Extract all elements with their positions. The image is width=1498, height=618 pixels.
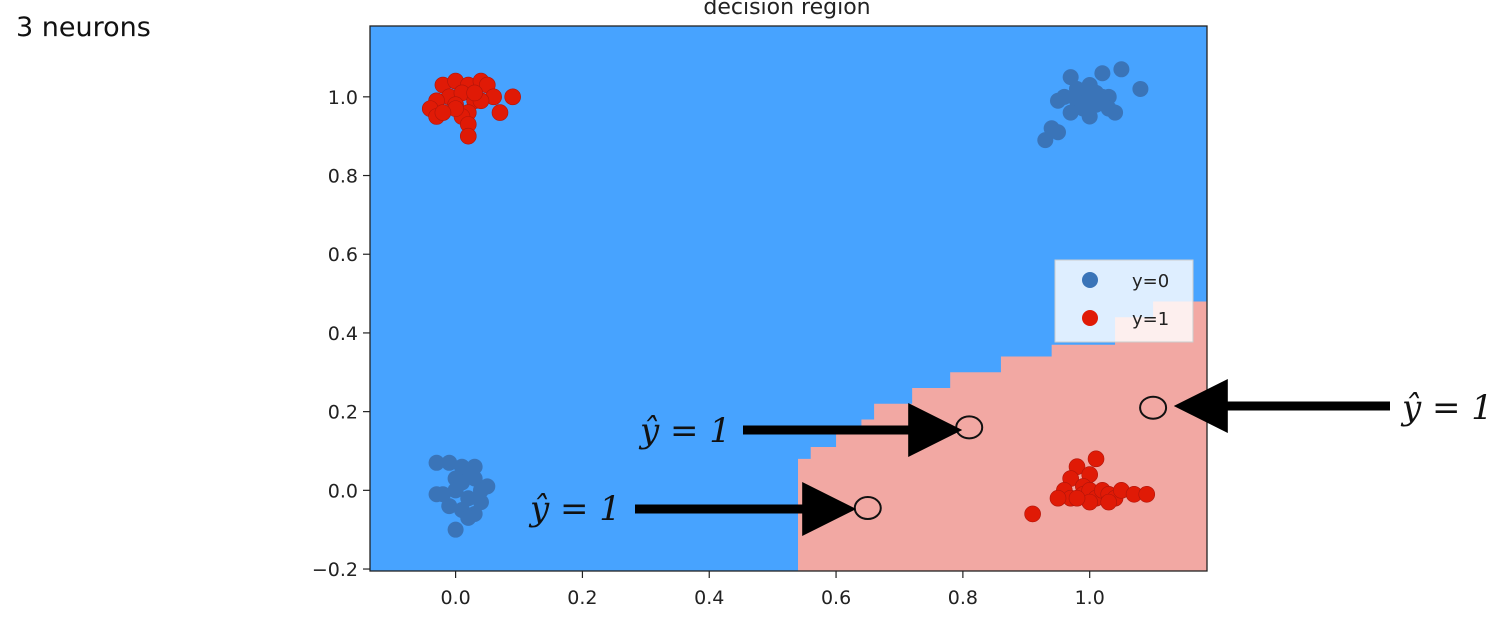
legend-marker-y0 (1082, 272, 1098, 288)
point-y1-38 (1138, 485, 1156, 503)
point-y0-12 (1081, 108, 1098, 125)
y-tick-label-4: 0.6 (328, 244, 358, 266)
point-y0-1 (1062, 69, 1079, 86)
point-y1-41 (1068, 489, 1086, 507)
y-tick-label-5: 0.8 (328, 166, 358, 188)
y-tick-label-6: 1.0 (328, 87, 358, 109)
y-tick-label-1: 0.0 (328, 480, 358, 502)
annotation-label-1: ŷ = 1 (528, 489, 621, 529)
chart-title: decision region (703, 0, 870, 20)
point-y0-0 (1094, 65, 1111, 82)
point-y1-43 (1024, 505, 1041, 523)
x-tick-label-2: 0.4 (694, 587, 724, 609)
point-y0-3 (1132, 80, 1149, 97)
x-tick-label-1: 0.2 (567, 587, 597, 609)
point-y0-11 (1062, 104, 1079, 121)
legend-marker-y1 (1082, 310, 1098, 326)
axes-frame (369, 25, 1208, 572)
point-y1-39 (1100, 493, 1118, 511)
y-tick-label-3: 0.4 (328, 323, 358, 345)
point-y0-36 (441, 498, 458, 515)
y-tick-label-2: 0.2 (328, 402, 358, 424)
point-y1-16 (491, 104, 509, 121)
point-y0-34 (472, 494, 489, 511)
point-y0-38 (460, 509, 477, 526)
x-tick-label-0: 0.0 (440, 587, 470, 609)
point-y0-2 (1113, 61, 1130, 78)
point-y0-33 (460, 490, 477, 507)
point-y0-19 (1107, 104, 1124, 121)
legend-box (1054, 259, 1194, 343)
point-y0-21 (1094, 88, 1111, 105)
point-y0-41 (479, 478, 496, 495)
point-y0-29 (466, 470, 483, 487)
annotation-target-2 (1139, 395, 1168, 420)
point-y0-17 (1049, 124, 1066, 141)
point-y0-22 (428, 454, 445, 471)
point-y0-20 (1081, 77, 1098, 94)
legend-label-y0: y=0 (1132, 271, 1169, 292)
point-y1-15 (504, 88, 521, 106)
x-tick-label-4: 0.8 (948, 587, 978, 609)
point-y0-39 (447, 521, 464, 538)
x-tick-label-3: 0.6 (821, 587, 851, 609)
legend-label-y1: y=1 (1132, 309, 1169, 330)
point-y1-21 (434, 104, 452, 121)
point-y0-40 (428, 486, 445, 503)
point-y1-42 (1049, 489, 1067, 507)
x-tick-label-5: 1.0 (1075, 587, 1105, 609)
point-y0-31 (447, 482, 464, 499)
annotation-label-2: ŷ = 1 (1400, 388, 1493, 428)
point-y0-23 (441, 454, 458, 471)
point-y1-18 (459, 127, 477, 145)
point-y1-22 (466, 84, 483, 102)
annotation-label-0: ŷ = 1 (638, 411, 731, 451)
point-y0-5 (1056, 88, 1073, 105)
slide-heading: 3 neurons (16, 12, 151, 43)
point-y1-23 (1087, 450, 1105, 468)
point-y0-18 (1037, 132, 1054, 149)
y-tick-label-0: −0.2 (312, 559, 358, 581)
point-y0-14 (1069, 80, 1086, 97)
